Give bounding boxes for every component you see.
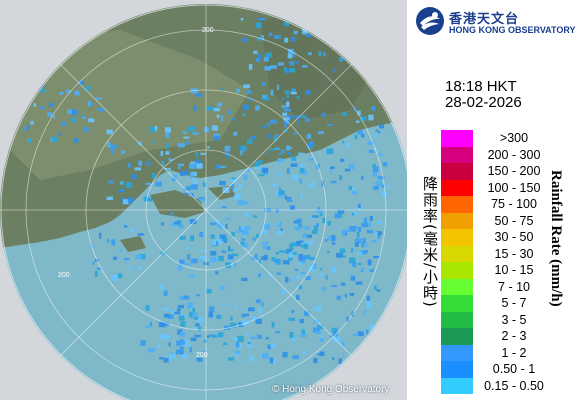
timestamp-date: 28-02-2026	[445, 94, 522, 111]
range-label: 200	[58, 272, 70, 279]
legend-swatch	[441, 179, 473, 196]
legend-label: 15 - 30	[494, 246, 534, 261]
legend-swatch	[441, 212, 473, 229]
timestamp-time: 18:18 HKT	[445, 78, 517, 95]
legend-label: 10 - 15	[494, 263, 534, 277]
legend-title-en: Rainfall Rate (mm/h)	[548, 170, 564, 307]
legend-label: 1 - 2	[501, 345, 527, 360]
hko-logo-icon	[416, 7, 444, 35]
legend-label: 75 - 100	[491, 197, 537, 211]
legend-label: 5 - 7	[501, 296, 527, 310]
legend-swatch	[441, 196, 473, 213]
legend-label: 0.15 - 0.50	[484, 378, 544, 393]
copyright-text: © Hong Kong Observatory	[272, 384, 390, 395]
range-label: 200	[196, 352, 208, 359]
legend-label: 30 - 50	[494, 230, 534, 244]
legend-swatch	[441, 163, 473, 180]
legend-swatch	[441, 295, 473, 312]
legend-swatch	[441, 130, 473, 147]
legend-swatch	[441, 377, 473, 394]
legend-label: 7 - 10	[498, 279, 530, 294]
legend-swatch	[441, 361, 473, 378]
legend-label: 150 - 200	[487, 164, 541, 178]
legend-swatch	[441, 245, 473, 262]
legend-label: 50 - 75	[494, 213, 534, 228]
org-name-en: HONG KONG OBSERVATORY	[449, 25, 576, 35]
legend-title-cn: 降雨率(毫米/小時)	[421, 176, 439, 308]
legend-swatch	[441, 262, 473, 279]
legend-swatch	[441, 278, 473, 295]
legend-swatch	[441, 311, 473, 328]
hko-logo: 香港天文台 HONG KONG OBSERVATORY	[415, 6, 576, 38]
legend-label: 200 - 300	[487, 147, 541, 162]
legend-swatch	[441, 328, 473, 345]
legend-swatch	[441, 344, 473, 361]
legend-panel: 香港天文台 HONG KONG OBSERVATORY 18:18 HKT 28…	[407, 0, 577, 400]
legend-label: 100 - 150	[487, 180, 541, 195]
rain-echoes	[23, 10, 390, 365]
range-label: 200	[202, 27, 214, 34]
range-rings	[0, 4, 407, 400]
legend-swatch	[441, 146, 473, 163]
legend-swatch	[441, 229, 473, 246]
radar-map: 200 200 200 © Hong Kong Observatory	[0, 0, 407, 400]
legend-label: 2 - 3	[501, 329, 527, 343]
legend-label: 3 - 5	[501, 312, 527, 327]
legend-label: >300	[499, 131, 529, 145]
legend-label: 0.50 - 1	[492, 362, 536, 376]
org-name-cn: 香港天文台	[449, 12, 520, 27]
radar-map-canvas	[0, 4, 407, 400]
